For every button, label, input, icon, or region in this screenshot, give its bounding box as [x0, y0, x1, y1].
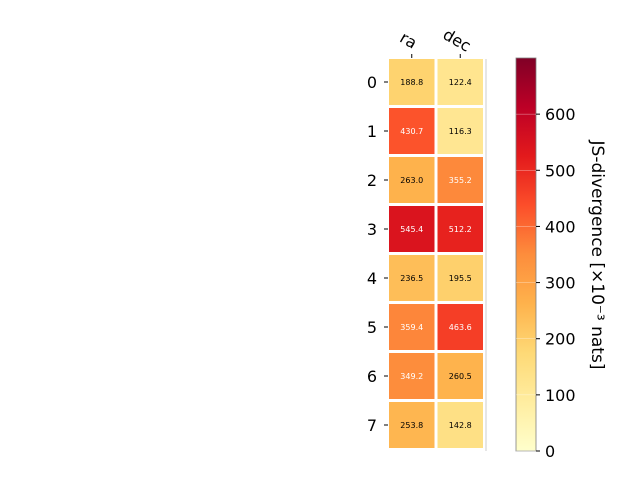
row-tick-label: 1 — [367, 122, 377, 141]
heatmap-cell — [437, 108, 483, 154]
cell-value-label: 512.2 — [449, 225, 472, 234]
cell-value-label: 260.5 — [449, 372, 472, 381]
cell-value-label: 116.3 — [449, 127, 472, 136]
colorbar-tick-label: 400 — [545, 217, 576, 236]
column-tick-label: ra — [397, 28, 421, 53]
cell-value-label: 355.2 — [449, 176, 472, 185]
cell-value-label: 195.5 — [449, 274, 472, 283]
cell-value-label: 545.4 — [400, 225, 423, 234]
heatmap-grid: 188.8 122.4 430.7 116.3 263.0 355.2 545.4 512.2… — [389, 59, 487, 451]
colorbar-label: JS-divergence [×10⁻³ nats] — [587, 140, 607, 370]
row-tick-label: 5 — [367, 318, 377, 337]
column-tick-label: dec — [440, 25, 474, 56]
colorbar-gradient — [515, 57, 537, 452]
cell-value-label: 236.5 — [400, 274, 423, 283]
cell-value-label: 142.8 — [449, 421, 472, 430]
cell-value-label: 122.4 — [449, 78, 472, 87]
row-tick-label: 6 — [367, 367, 377, 386]
row-tick-label: 0 — [367, 73, 377, 92]
cell-value-label: 359.4 — [400, 323, 423, 332]
row-tick-label: 7 — [367, 416, 377, 435]
colorbar: 0 100 200 300 400 500 600 — [515, 57, 576, 461]
cell-value-label: 349.2 — [400, 372, 423, 381]
heatmap-cell — [437, 157, 483, 203]
colorbar-tick-label: 500 — [545, 161, 576, 180]
colorbar-tick-label: 100 — [545, 386, 576, 405]
cell-value-label: 430.7 — [400, 127, 423, 136]
row-tick-label: 2 — [367, 171, 377, 190]
heatmap-cell — [437, 353, 483, 399]
cell-value-label: 263.0 — [400, 176, 423, 185]
colorbar-tick-label: 600 — [545, 105, 576, 124]
colorbar-tick-label: 300 — [545, 274, 576, 293]
heatmap-cell — [437, 402, 483, 448]
row-tick-label: 4 — [367, 269, 377, 288]
row-labels: 0 1 2 3 4 5 6 7 — [367, 73, 388, 435]
colorbar-tick-label: 0 — [545, 442, 555, 461]
heatmap-cell — [437, 206, 483, 252]
colorbar-tick-label: 200 — [545, 330, 576, 349]
heatmap-cell — [389, 108, 435, 154]
heatmap-cell — [437, 255, 483, 301]
row-tick-label: 3 — [367, 220, 377, 239]
heatmap-cell — [437, 59, 483, 105]
heatmap-cell — [389, 59, 435, 105]
heatmap-cell — [389, 206, 435, 252]
heatmap-cell — [389, 304, 435, 350]
heatmap-cell — [389, 255, 435, 301]
cell-value-label: 253.8 — [400, 421, 423, 430]
heatmap-cell — [389, 402, 435, 448]
heatmap-cell — [389, 157, 435, 203]
cell-value-label: 188.8 — [400, 78, 423, 87]
heatmap-cell — [389, 353, 435, 399]
heatmap-cell — [437, 304, 483, 350]
cell-value-label: 463.6 — [449, 323, 472, 332]
column-labels: ra dec — [397, 25, 474, 58]
